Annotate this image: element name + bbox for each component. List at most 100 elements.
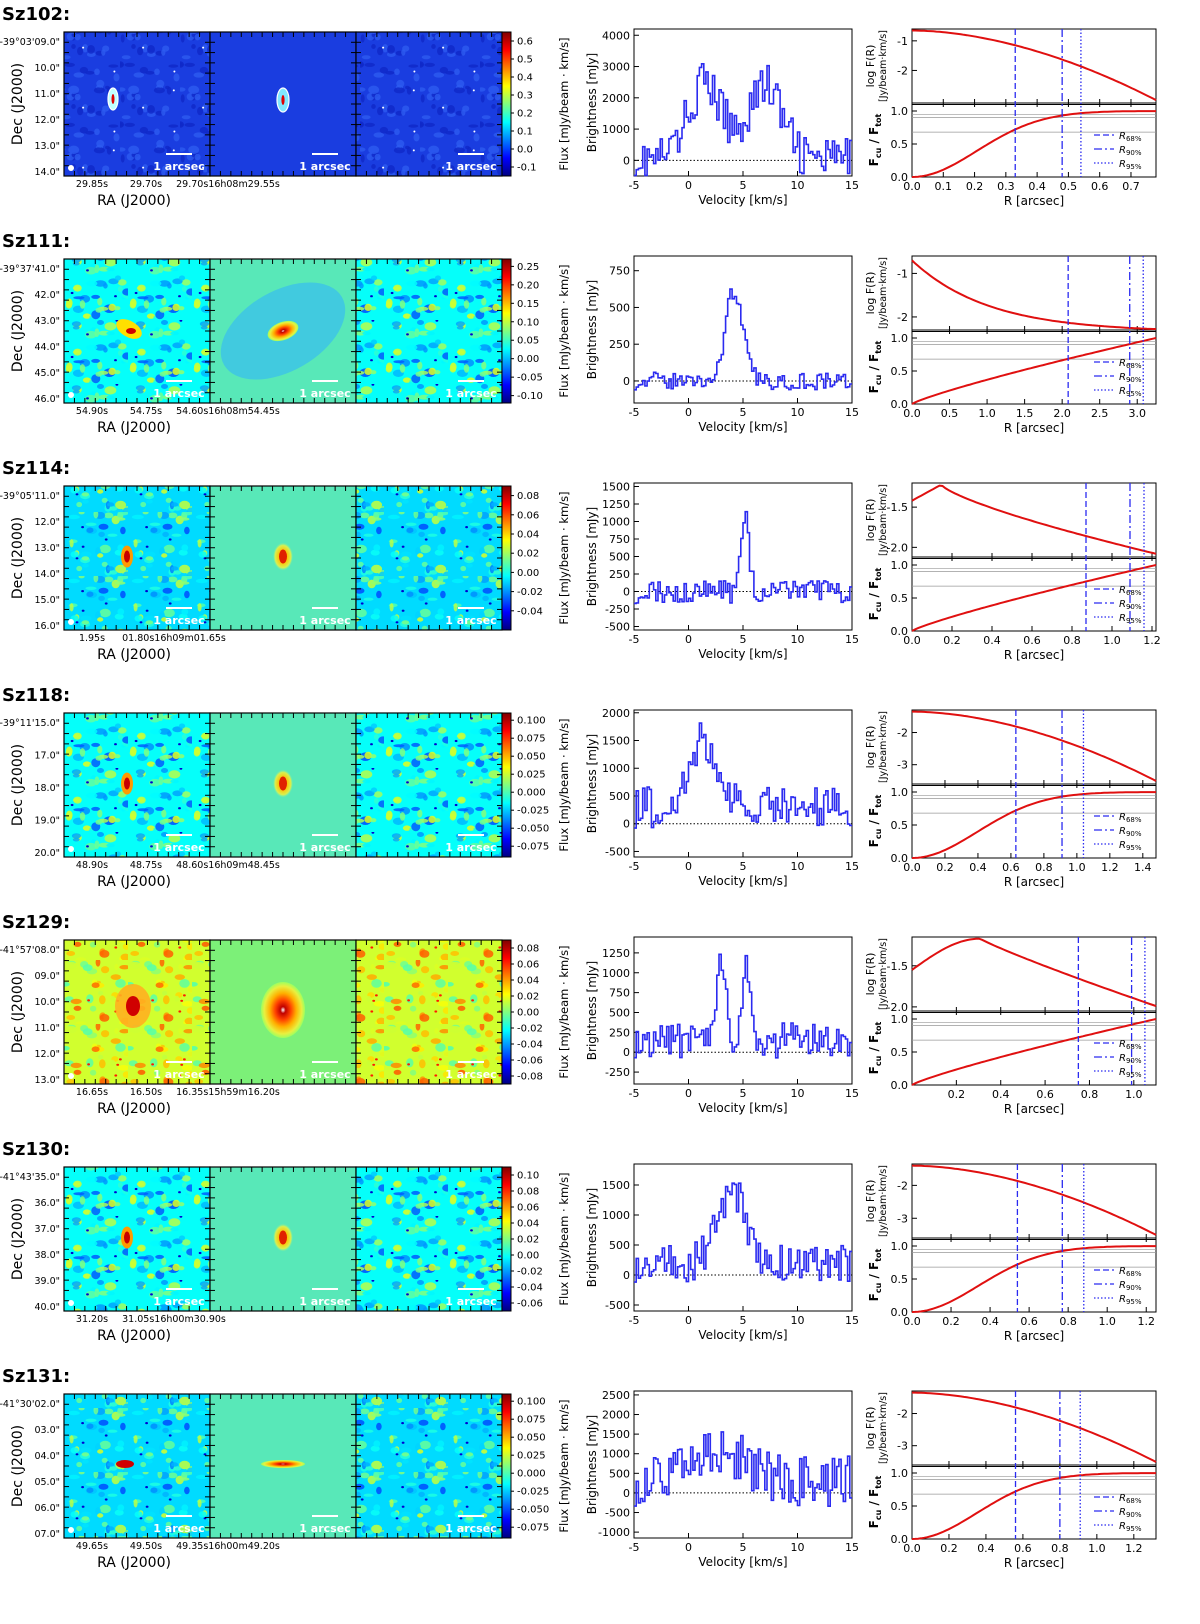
spectrum-ytick-label: 750 [609,533,630,546]
legend-subscript: 95% [1126,844,1142,852]
logf-curve [912,710,1157,782]
logf-unit-label: [Jy/beam·km/s] [878,484,889,556]
scalebar-label: 1 arcsec [445,387,496,400]
radial-xtick-label: 1.0 [1088,1542,1106,1555]
legend-symbol: R [1119,840,1126,851]
scalebar-label: 1 arcsec [299,1295,350,1308]
dec-tick-label: 10.0" [34,997,60,1008]
fcu-subscript: cu [874,147,883,158]
spectrum-frame [633,936,853,1085]
legend-label: R95% [1119,159,1142,171]
ra-axis-label: RA (J2000) [97,647,171,663]
colorbar-tick-label: 0.00 [517,354,539,365]
ra-tick-label: 49.50s [130,1541,162,1552]
fcu-tick-label: 1.0 [891,105,909,118]
radial-xtick-label: 3.0 [1128,407,1146,420]
colorbar-tick-label: 0.25 [517,262,539,273]
spectrum-ytick-label: 500 [609,1239,630,1252]
dec-tick-label: 17.0" [34,751,60,762]
colorbar-tick-label: -0.05 [517,373,543,384]
colorbar-tick-label: 0.4 [517,73,533,84]
legend-subscript: 68% [1126,1497,1142,1505]
scalebar-label: 1 arcsec [153,1068,204,1081]
logf-frame [911,1163,1157,1239]
source-emission [116,1460,134,1468]
dec-tick-label: 46.0" [34,394,60,405]
radial-xtick-label: 0.2 [966,180,984,193]
radial-xtick-label: 1.0 [978,407,996,420]
spectrum-ytick-label: 0 [623,818,630,831]
beam-marker [68,619,74,625]
spectrum-ytick-label: -500 [605,621,630,634]
colorbar-tick-label: 0.0 [517,145,533,156]
dec-tick-label: 19.0" [34,816,60,827]
velocity-axis-label: Velocity [km/s] [698,1555,787,1569]
legend-symbol: R [1119,1053,1126,1064]
fcu-symbol: F [867,158,881,166]
logf-axis-label: log F(R) [864,726,877,769]
spectrum-xtick-label: 10 [791,179,805,192]
ra-axis-label: RA (J2000) [97,420,171,436]
row-title: Sz114: [2,458,70,479]
ftot-subscript: tot [874,794,883,807]
spectrum-xtick-label: 15 [845,1087,859,1100]
radial-xtick-label: 0.4 [992,1088,1010,1101]
colorbar-label: Flux [mJy/beam · km/s] [557,1172,571,1305]
legend-symbol: R [1119,1493,1126,1504]
spectrum-xtick-label: 5 [740,406,747,419]
logf-tick-label: -2 [897,311,908,324]
model-emission [261,1460,305,1468]
logf-tick-label: -2.0 [887,1001,908,1014]
ftot-symbol: F [867,354,881,362]
spectrum-xtick-label: 0 [685,179,692,192]
colorbar-tick-label: -0.04 [517,606,543,617]
spectrum-ytick-label: 0 [623,1269,630,1282]
radial-xtick-label: 0.8 [1051,1542,1069,1555]
colorbar-tick-label: 0.04 [517,1219,539,1230]
spectrum-xtick-label: 15 [845,1314,859,1327]
fcu-axis-label: Fcu / Ftot [867,1021,883,1074]
ftot-subscript: tot [874,1475,883,1488]
scalebar-label: 1 arcsec [299,387,350,400]
fcu-curve [911,564,1157,632]
spectrum-xtick-label: 5 [740,633,747,646]
beam-marker [68,165,74,171]
colorbar-tick-label: 0.00 [517,1008,539,1019]
dec-tick-label: 38.0" [34,1250,60,1261]
spectrum-ytick-label: 0 [623,586,630,599]
logf-frame [911,28,1157,104]
ra-tick-label: 1.95s [79,633,105,644]
fcu-axis-label: Fcu / Ftot [867,113,883,166]
dec-tick-label: 04.0" [34,1451,60,1462]
fcu-frame [911,329,1157,405]
spectrum-ytick-label: 2500 [602,1389,630,1402]
logf-tick-label: -2 [897,1408,908,1421]
spectrum-xtick-label: 10 [791,860,805,873]
brightness-axis-label: Brightness [mJy] [585,53,599,152]
legend-symbol: R [1119,1067,1126,1078]
dec-tick-label: -41°43'35.0" [0,1172,60,1183]
fcu-frame [911,1010,1157,1086]
velocity-axis-label: Velocity [km/s] [698,1101,787,1115]
logf-tick-label: -1.5 [887,960,908,973]
legend-symbol: R [1119,372,1126,383]
legend-subscript: 95% [1126,390,1142,398]
spectrum-xtick-label: 10 [791,1541,805,1554]
scalebar-label: 1 arcsec [153,387,204,400]
fcu-tick-label: 0.5 [891,1046,909,1059]
colorbar [501,712,512,858]
beam-marker [68,1300,74,1306]
spectrum-frame [633,1390,853,1539]
radial-xtick-label: 0.2 [936,861,954,874]
legend-label: R68% [1119,812,1142,824]
dec-tick-label: 16.0" [34,621,60,632]
scalebar-label: 1 arcsec [153,1522,204,1535]
fcu-curve [911,337,1157,405]
spectrum-xtick-label: 15 [845,633,859,646]
spectrum-xtick-label: -5 [629,633,640,646]
spectrum-line [634,722,852,829]
fcu-frame [911,102,1157,178]
colorbar-tick-label: 0.000 [517,788,546,799]
ra-tick-label: 16.50s [130,1087,162,1098]
spectrum-line [634,953,852,1059]
